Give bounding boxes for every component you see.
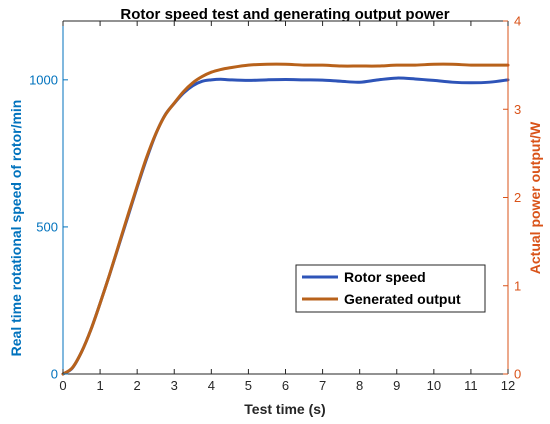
series-layer	[61, 62, 510, 376]
y-left-tick-label: 1000	[29, 72, 58, 87]
x-tick-label: 12	[501, 378, 515, 393]
legend-label-rotor-speed: Rotor speed	[344, 269, 426, 285]
x-tick-label: 3	[171, 378, 178, 393]
x-tick-label: 1	[96, 378, 103, 393]
plot-background	[63, 21, 508, 374]
x-tick-label: 2	[134, 378, 141, 393]
x-tick-label: 8	[356, 378, 363, 393]
series-line-generated-output	[61, 62, 510, 376]
x-tick-label: 0	[59, 378, 66, 393]
x-tick-label: 6	[282, 378, 289, 393]
chart-title: Rotor speed test and generating output p…	[120, 6, 449, 23]
legend-label-generated-output: Generated output	[344, 291, 461, 307]
y-left-tick-label: 0	[51, 367, 58, 382]
y-right-tick-label: 3	[514, 102, 521, 117]
x-tick-label: 4	[208, 378, 215, 393]
x-tick-label: 9	[393, 378, 400, 393]
y-left-tick-label: 500	[36, 219, 58, 234]
x-tick-label: 7	[319, 378, 326, 393]
plot-area	[63, 21, 508, 374]
x-tick-label: 5	[245, 378, 252, 393]
x-axis-label: Test time (s)	[244, 401, 325, 417]
y-axis-left-label: Real time rotational speed of rotor/min	[8, 100, 24, 357]
y-right-tick-label: 2	[514, 190, 521, 205]
y-right-tick-label: 1	[514, 278, 521, 293]
legend-box	[295, 264, 486, 313]
x-tick-label: 10	[427, 378, 441, 393]
legend: Rotor speed Generated output	[295, 264, 486, 313]
y-right-tick-label: 4	[514, 14, 521, 29]
y-right-tick-label: 0	[514, 367, 521, 382]
y-axis-right-label: Actual power output/W	[527, 121, 543, 274]
x-tick-label: 11	[464, 378, 478, 393]
